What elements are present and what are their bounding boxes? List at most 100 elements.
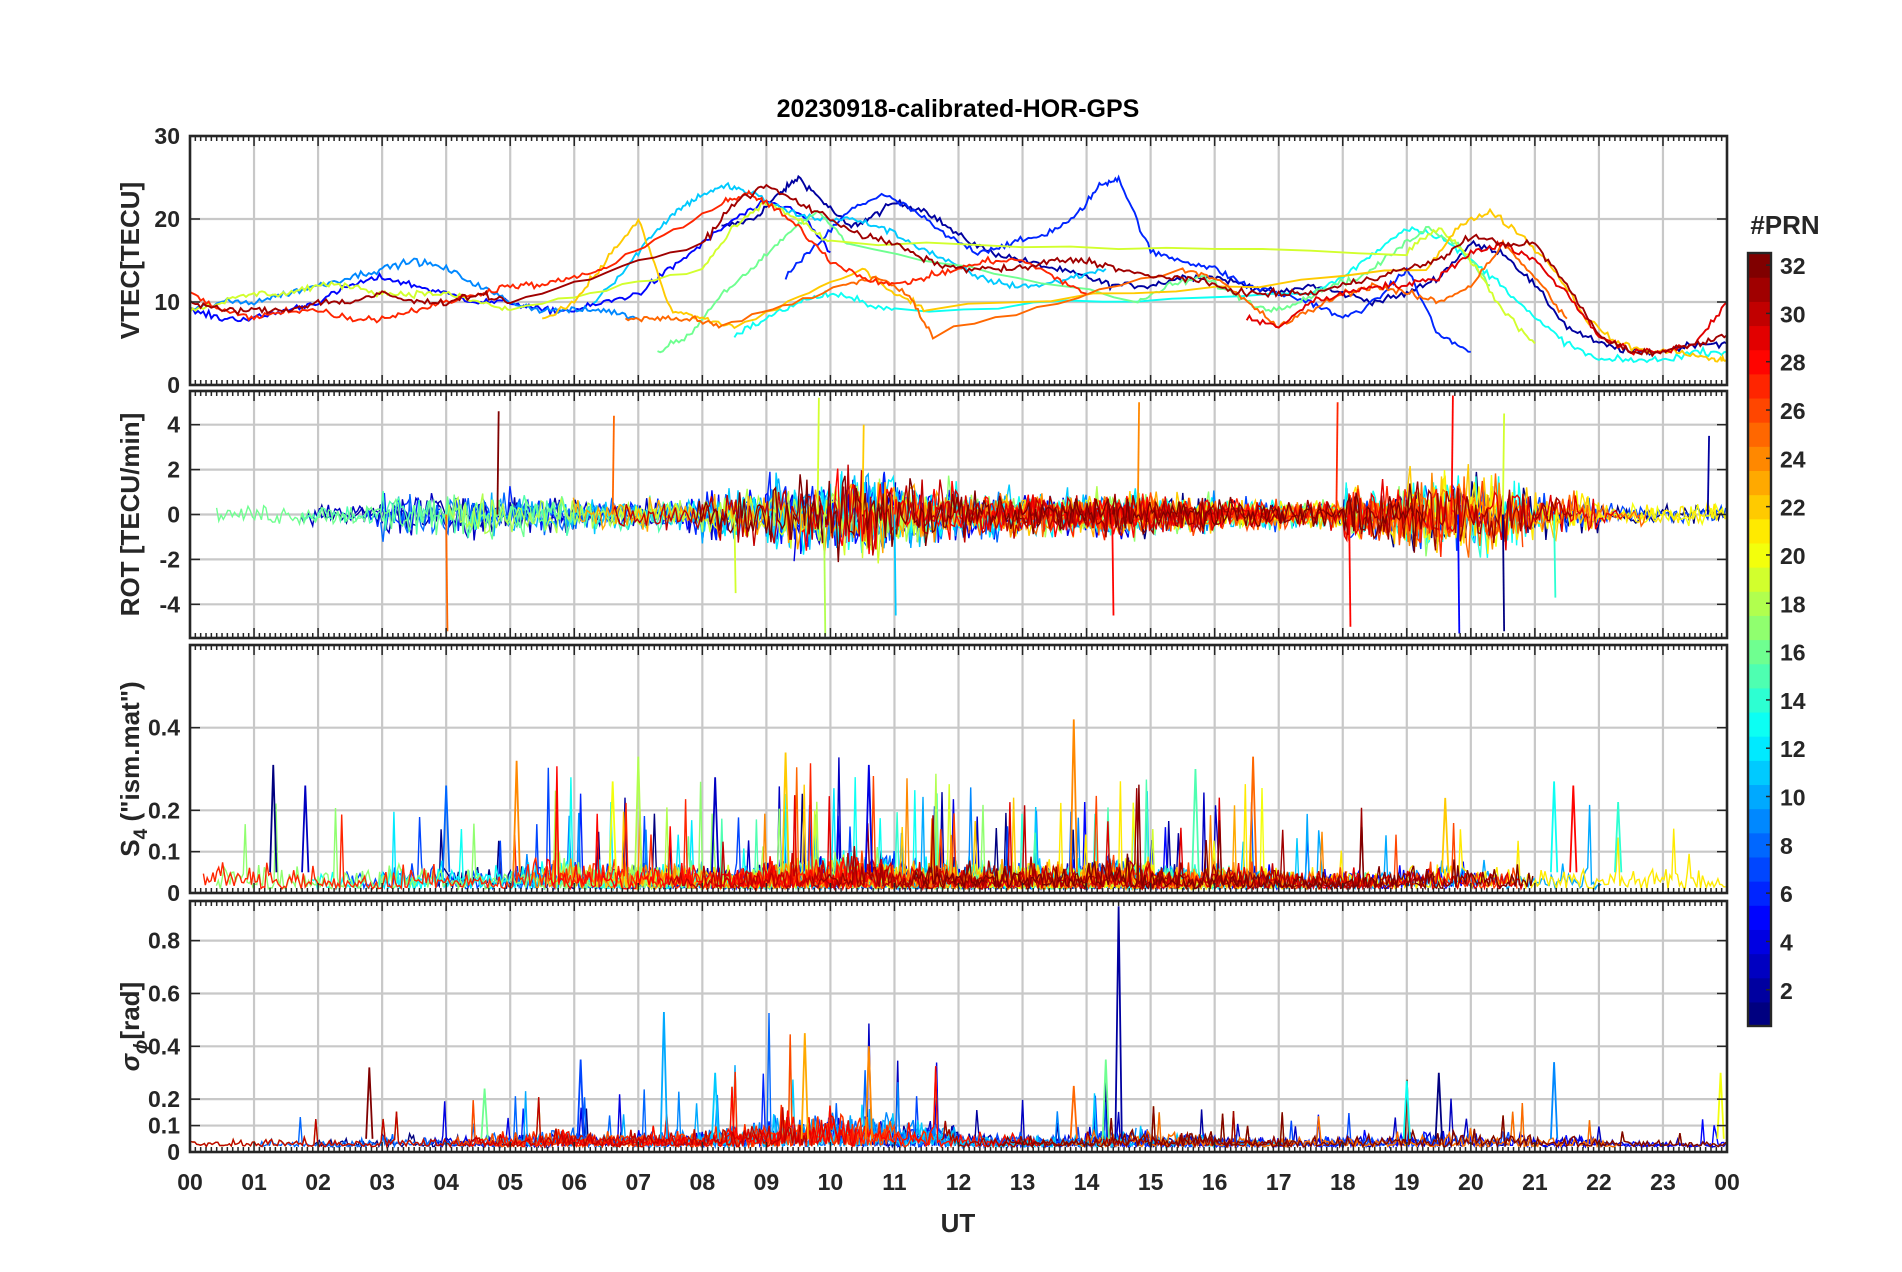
colorbar-bin [1748, 760, 1771, 786]
s4-line-prn-32 [913, 784, 1534, 892]
s4-spike [269, 764, 278, 873]
sigma_phi-line-prn-30 [190, 1097, 809, 1150]
sigma_phi-line-prn-3 [864, 1023, 1727, 1150]
colorbar-bin [1748, 977, 1771, 1003]
colorbar-bin [1748, 832, 1771, 858]
colorbar-bin [1748, 784, 1771, 810]
colorbar-tick-label: 18 [1780, 591, 1806, 617]
sigma_phi-spike [576, 1059, 585, 1139]
chart-title: 20230918-calibrated-HOR-GPS [777, 95, 1140, 123]
sigma_phi-y-tick-label: 0.1 [148, 1113, 180, 1139]
y-label-rest: ("ism.mat") [115, 681, 145, 828]
x-tick-label: 05 [497, 1169, 523, 1195]
rot-y-tick-label: 4 [167, 412, 180, 438]
x-axis-label: UT [941, 1208, 976, 1238]
s4-spike [711, 777, 720, 873]
y-label-subscript: 4 [131, 828, 152, 839]
rot-y-tick-label: -2 [160, 546, 180, 572]
colorbar-tick-label: 28 [1780, 350, 1806, 376]
colorbar-tick-label: 14 [1780, 688, 1806, 714]
x-tick-label: 17 [1266, 1169, 1292, 1195]
vtec-line-prn-19 [190, 201, 1536, 345]
colorbar-tick-label: 2 [1780, 978, 1793, 1004]
rot-spike [1111, 514, 1115, 616]
s4-spike [512, 760, 521, 873]
sigma_phi-line-prn-25 [1062, 1102, 1621, 1150]
rot-y-tick-label: -4 [160, 591, 181, 617]
sigma_phi-y-tick-label: 0.8 [148, 928, 180, 954]
colorbar-tick-label: 4 [1780, 929, 1793, 955]
colorbar-tick-label: 8 [1780, 833, 1793, 859]
vtec-line-prn-22 [542, 207, 1727, 363]
s4-spike [864, 764, 873, 873]
vtec-y-tick-label: 20 [154, 206, 180, 232]
vtec-line-prn-29 [1245, 240, 1727, 356]
y-label-rest: [rad] [115, 982, 145, 1040]
sigma_phi-spike [480, 1088, 489, 1139]
colorbar-label: #PRN [1750, 210, 1819, 240]
colorbar-bin [1748, 373, 1771, 399]
colorbar-bin [1748, 687, 1771, 713]
colorbar-bin [1748, 422, 1771, 447]
x-tick-label: 22 [1586, 1169, 1612, 1195]
sigma_phi-spike [659, 1011, 669, 1139]
colorbar-bin [1748, 301, 1771, 327]
s4-spike [1441, 797, 1450, 873]
colorbar-bin [1748, 253, 1771, 278]
s4-spike [301, 785, 310, 873]
colorbar-tick-label: 16 [1780, 640, 1806, 666]
sigma_phi-y-tick-label: 0.4 [148, 1033, 180, 1059]
x-tick-label: 11 [882, 1169, 907, 1195]
sigma_phi-y-tick-label: 0 [167, 1139, 180, 1165]
rot-line-prn-16 [215, 494, 583, 540]
rot-spike [496, 411, 500, 515]
rot-y-axis-label: ROT [TECU/min] [115, 413, 145, 617]
colorbar-bin [1748, 397, 1771, 423]
colorbar-tick-label: 6 [1780, 881, 1793, 907]
s4-spike [608, 781, 617, 873]
s4-spike [781, 752, 790, 873]
x-tick-label: 18 [1330, 1169, 1356, 1195]
vtec-frame [188, 134, 1729, 387]
panel-rot: -4 -2 0 2 4 ROT [TECU/min] [115, 389, 1729, 640]
vtec-line-prn-27 [190, 189, 1087, 324]
sigma_phi-grid [190, 901, 1727, 1152]
vtec-line-prn-13 [733, 225, 1727, 364]
sigma_phi-line-prn-31 [940, 1110, 1294, 1149]
rot-spike [1450, 395, 1454, 515]
sigma_phi-spike [1434, 1072, 1443, 1139]
rot-spike [1136, 402, 1140, 515]
colorbar-bin [1748, 277, 1771, 302]
sigma_phi-spike [1549, 1062, 1559, 1139]
s4-line-prn-27 [202, 763, 863, 892]
s4-spike [442, 785, 451, 873]
sigma_phi-spike [864, 1046, 873, 1139]
y-label-base: S [115, 839, 145, 856]
sigma_phi-spike [800, 1033, 809, 1139]
colorbar-bin [1748, 518, 1771, 544]
x-tick-label: 03 [369, 1169, 395, 1195]
panel-s4: 00.10.20.4S4 ("ism.mat") [115, 643, 1729, 906]
s4-y-tick-label: 0 [167, 880, 180, 906]
s4-spike [1191, 768, 1200, 873]
colorbar-bin [1748, 470, 1771, 496]
s4-y-tick-label: 0.1 [148, 839, 180, 865]
rot-spike [1457, 514, 1461, 634]
x-tick-label: 13 [1010, 1169, 1036, 1195]
sigma_phi-frame [188, 899, 1729, 1154]
rot-spike [1501, 413, 1506, 515]
vtec-line-prn-2 [721, 174, 1727, 356]
colorbar-bin [1748, 711, 1771, 737]
rot-y-tick-label: 0 [167, 502, 180, 528]
x-tick-label: 20 [1458, 1169, 1484, 1195]
colorbar-bin [1748, 953, 1771, 979]
s4-spike [1248, 756, 1258, 873]
x-tick-label: 09 [754, 1169, 780, 1195]
s4-spike [634, 756, 643, 873]
s4-y-axis-label: S4 ("ism.mat") [115, 681, 152, 856]
rot-spike [893, 514, 897, 616]
x-tick-label: 04 [433, 1169, 459, 1195]
x-tick-label: 21 [1522, 1169, 1548, 1195]
rot-spike [733, 514, 737, 594]
